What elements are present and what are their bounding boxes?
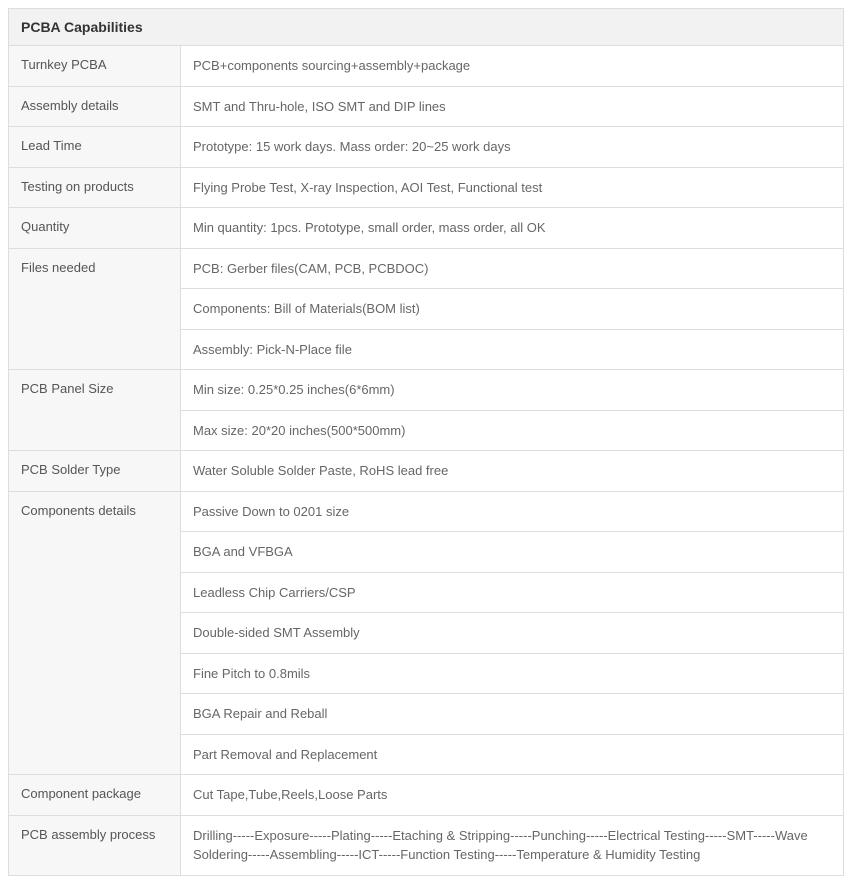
row-value: PCB+components sourcing+assembly+package — [181, 46, 843, 87]
table-row: Testing on productsFlying Probe Test, X-… — [9, 168, 843, 209]
row-label: Files needed — [9, 249, 181, 371]
pcba-capabilities-table: PCBA Capabilities Turnkey PCBAPCB+compon… — [8, 8, 844, 876]
row-value-column: Prototype: 15 work days. Mass order: 20~… — [181, 127, 843, 168]
row-value: Water Soluble Solder Paste, RoHS lead fr… — [181, 451, 843, 492]
row-value-column: Min quantity: 1pcs. Prototype, small ord… — [181, 208, 843, 249]
row-value-column: Passive Down to 0201 sizeBGA and VFBGALe… — [181, 492, 843, 776]
row-value-column: Drilling-----Exposure-----Plating-----Et… — [181, 816, 843, 875]
row-value-column: SMT and Thru-hole, ISO SMT and DIP lines — [181, 87, 843, 128]
row-value: Part Removal and Replacement — [181, 735, 843, 776]
row-label: Lead Time — [9, 127, 181, 168]
row-value: Max size: 20*20 inches(500*500mm) — [181, 411, 843, 452]
row-label: PCB Solder Type — [9, 451, 181, 492]
row-value: Cut Tape,Tube,Reels,Loose Parts — [181, 775, 843, 816]
row-value: Leadless Chip Carriers/CSP — [181, 573, 843, 614]
table-row: Component packageCut Tape,Tube,Reels,Loo… — [9, 775, 843, 816]
row-value: Fine Pitch to 0.8mils — [181, 654, 843, 695]
row-value: Flying Probe Test, X-ray Inspection, AOI… — [181, 168, 843, 209]
row-value: SMT and Thru-hole, ISO SMT and DIP lines — [181, 87, 843, 128]
row-value-column: Cut Tape,Tube,Reels,Loose Parts — [181, 775, 843, 816]
row-label: Assembly details — [9, 87, 181, 128]
table-row: Assembly detailsSMT and Thru-hole, ISO S… — [9, 87, 843, 128]
row-value: BGA and VFBGA — [181, 532, 843, 573]
row-value: Min size: 0.25*0.25 inches(6*6mm) — [181, 370, 843, 411]
row-value: Passive Down to 0201 size — [181, 492, 843, 533]
row-value-column: PCB+components sourcing+assembly+package — [181, 46, 843, 87]
table-row: PCB Panel SizeMin size: 0.25*0.25 inches… — [9, 370, 843, 451]
row-value-column: Water Soluble Solder Paste, RoHS lead fr… — [181, 451, 843, 492]
row-value: Components: Bill of Materials(BOM list) — [181, 289, 843, 330]
row-label: PCB assembly process — [9, 816, 181, 875]
table-body: Turnkey PCBAPCB+components sourcing+asse… — [9, 46, 843, 875]
table-row: Turnkey PCBAPCB+components sourcing+asse… — [9, 46, 843, 87]
row-label: Testing on products — [9, 168, 181, 209]
row-value: Min quantity: 1pcs. Prototype, small ord… — [181, 208, 843, 249]
table-row: QuantityMin quantity: 1pcs. Prototype, s… — [9, 208, 843, 249]
row-value-column: PCB: Gerber files(CAM, PCB, PCBDOC)Compo… — [181, 249, 843, 371]
row-label: PCB Panel Size — [9, 370, 181, 451]
row-value: Drilling-----Exposure-----Plating-----Et… — [181, 816, 843, 875]
row-value: Assembly: Pick-N-Place file — [181, 330, 843, 371]
row-label: Components details — [9, 492, 181, 776]
row-value: Double-sided SMT Assembly — [181, 613, 843, 654]
row-value: PCB: Gerber files(CAM, PCB, PCBDOC) — [181, 249, 843, 290]
row-label: Quantity — [9, 208, 181, 249]
table-row: Components detailsPassive Down to 0201 s… — [9, 492, 843, 776]
table-header: PCBA Capabilities — [9, 9, 843, 46]
table-row: PCB Solder TypeWater Soluble Solder Past… — [9, 451, 843, 492]
row-value: Prototype: 15 work days. Mass order: 20~… — [181, 127, 843, 168]
row-value: BGA Repair and Reball — [181, 694, 843, 735]
row-value-column: Flying Probe Test, X-ray Inspection, AOI… — [181, 168, 843, 209]
row-label: Component package — [9, 775, 181, 816]
table-row: PCB assembly processDrilling-----Exposur… — [9, 816, 843, 875]
table-row: Lead TimePrototype: 15 work days. Mass o… — [9, 127, 843, 168]
table-row: Files neededPCB: Gerber files(CAM, PCB, … — [9, 249, 843, 371]
row-value-column: Min size: 0.25*0.25 inches(6*6mm)Max siz… — [181, 370, 843, 451]
row-label: Turnkey PCBA — [9, 46, 181, 87]
